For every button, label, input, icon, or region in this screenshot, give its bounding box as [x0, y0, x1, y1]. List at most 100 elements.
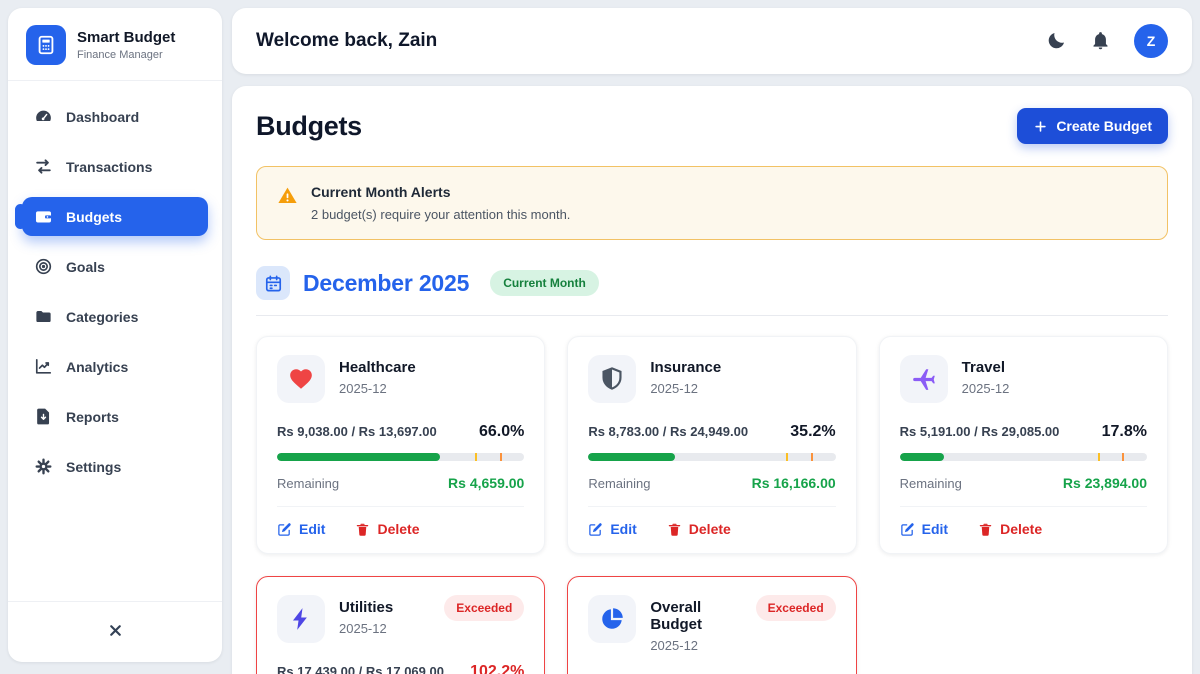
divider	[256, 315, 1168, 316]
threshold-tick-80	[786, 453, 789, 461]
pie-icon	[588, 595, 637, 643]
current-month-badge: Current Month	[490, 270, 599, 296]
sidebar-item-budgets[interactable]: Budgets	[15, 197, 208, 236]
calculator-icon	[26, 25, 66, 65]
percent-used: 35.2%	[790, 423, 836, 440]
budget-name: Insurance	[650, 359, 722, 376]
budget-period: 2025-12	[650, 638, 699, 653]
budget-name: Travel	[961, 359, 1006, 376]
remaining-value: Rs 4,659.00	[448, 475, 525, 491]
budget-period: 2025-12	[339, 621, 387, 636]
bolt-icon	[277, 595, 325, 643]
dark-mode-toggle[interactable]	[1046, 30, 1068, 52]
sidebar-footer	[8, 601, 222, 662]
month-title: December 2025	[303, 269, 470, 296]
create-budget-button[interactable]: Create Budget	[1017, 108, 1168, 144]
delete-button[interactable]: Delete	[978, 521, 1042, 537]
divider	[588, 506, 836, 507]
calendar-icon	[256, 266, 290, 300]
sidebar-item-dashboard[interactable]: Dashboard	[22, 97, 208, 136]
budget-name: Overall Budget	[650, 599, 702, 633]
remaining-label: Remaining	[899, 476, 962, 491]
chart-icon	[34, 357, 53, 376]
progress-fill	[588, 453, 676, 461]
create-budget-label: Create Budget	[1056, 118, 1152, 134]
spent-vs-budget: Rs 17,439.00 / Rs 17,069.00	[277, 664, 444, 674]
budget-card-travel: Travel 2025-12 Rs 5,191.00 / Rs 29,085.0…	[878, 336, 1168, 554]
warning-icon	[277, 185, 298, 206]
percent-used: 66.0%	[478, 423, 525, 440]
wallet-icon	[34, 207, 53, 226]
spent-vs-budget: Rs 5,191.00 / Rs 29,085.00	[899, 424, 1060, 439]
notifications-button[interactable]	[1090, 30, 1112, 52]
trash-icon	[979, 523, 992, 536]
sidebar-nav: Dashboard Transactions Budgets Goals Cat…	[8, 81, 222, 486]
budget-name: Healthcare	[339, 359, 416, 376]
app-logo: Smart Budget Finance Manager	[8, 8, 222, 81]
sidebar-close-button[interactable]	[104, 620, 126, 642]
gear-icon	[34, 457, 53, 476]
progress-fill	[277, 453, 441, 461]
threshold-tick-90	[810, 453, 813, 461]
remaining-value: Rs 16,166.00	[751, 475, 836, 491]
percent-used: 17.8%	[1101, 423, 1147, 440]
progress-bar	[277, 453, 525, 461]
threshold-tick-90	[499, 453, 502, 461]
page-title: Budgets	[256, 110, 362, 141]
sidebar-item-transactions[interactable]: Transactions	[22, 147, 208, 186]
threshold-tick-80	[474, 453, 477, 461]
edit-button[interactable]: Edit	[900, 521, 948, 537]
top-header: Welcome back, Zain Z	[232, 8, 1192, 74]
delete-button[interactable]: Delete	[667, 521, 731, 537]
welcome-text: Welcome back, Zain	[256, 30, 438, 51]
target-icon	[34, 257, 53, 276]
remaining-value: Rs 23,894.00	[1062, 475, 1147, 491]
sidebar-item-categories[interactable]: Categories	[22, 297, 208, 336]
sidebar-item-settings[interactable]: Settings	[22, 447, 208, 486]
trash-icon	[668, 523, 680, 536]
shield-icon	[588, 355, 637, 403]
budget-name: Utilities	[339, 599, 394, 616]
report-icon	[34, 407, 53, 426]
close-icon	[109, 625, 121, 636]
bell-icon	[1093, 32, 1108, 50]
budget-period: 2025-12	[339, 381, 387, 396]
budget-card-overall-budget: Overall Budget 2025-12 Exceeded Rs 217,9…	[567, 576, 857, 674]
threshold-tick-90	[1122, 453, 1125, 461]
heart-icon	[277, 355, 325, 403]
alert-title: Current Month Alerts	[311, 184, 451, 200]
dashboard-icon	[34, 107, 53, 126]
edit-icon	[278, 522, 291, 536]
exceeded-badge: Exceeded	[755, 595, 836, 621]
budget-period: 2025-12	[961, 381, 1010, 396]
month-header: December 2025 Current Month	[256, 266, 1168, 300]
app-subtitle: Finance Manager	[77, 49, 163, 61]
remaining-label: Remaining	[277, 476, 340, 491]
folder-icon	[34, 307, 53, 326]
budget-cards-grid: Healthcare 2025-12 Rs 9,038.00 / Rs 13,6…	[256, 336, 1168, 674]
sidebar-item-analytics[interactable]: Analytics	[22, 347, 208, 386]
progress-bar	[588, 453, 836, 461]
exceeded-badge: Exceeded	[444, 595, 525, 621]
transactions-icon	[34, 157, 53, 176]
edit-button[interactable]: Edit	[277, 521, 325, 537]
sidebar: Smart Budget Finance Manager Dashboard T…	[8, 8, 222, 662]
avatar[interactable]: Z	[1134, 24, 1168, 58]
alert-message: 2 budget(s) require your attention this …	[311, 207, 571, 222]
trash-icon	[357, 523, 369, 536]
percent-used: 102.2%	[470, 663, 525, 674]
remaining-label: Remaining	[588, 476, 651, 491]
delete-button[interactable]: Delete	[355, 521, 419, 537]
plane-icon	[899, 355, 948, 403]
divider	[899, 506, 1147, 507]
budget-card-insurance: Insurance 2025-12 Rs 8,783.00 / Rs 24,94…	[567, 336, 857, 554]
edit-button[interactable]: Edit	[588, 521, 637, 537]
spent-vs-budget: Rs 9,038.00 / Rs 13,697.00	[277, 424, 437, 439]
threshold-tick-80	[1097, 453, 1100, 461]
sidebar-item-goals[interactable]: Goals	[22, 247, 208, 286]
sidebar-item-reports[interactable]: Reports	[22, 397, 208, 436]
plus-icon	[1035, 120, 1046, 132]
divider	[277, 506, 525, 507]
budget-period: 2025-12	[650, 381, 699, 396]
edit-icon	[900, 522, 914, 536]
